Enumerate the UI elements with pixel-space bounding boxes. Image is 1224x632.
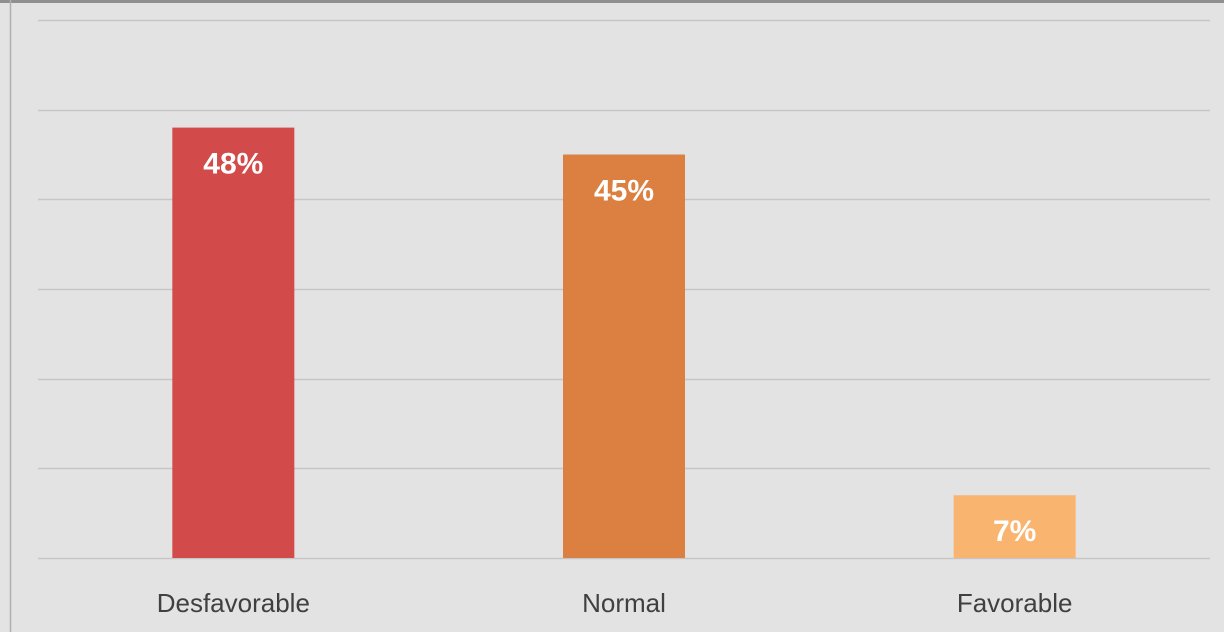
bar-normal [563, 154, 685, 558]
category-label: Normal [582, 588, 666, 618]
data-label: 45% [594, 175, 654, 208]
bars [172, 127, 1076, 558]
category-label: Desfavorable [157, 588, 310, 618]
data-labels: 48% 45% 7% [203, 148, 1036, 549]
bar-favorable [953, 495, 1076, 558]
category-labels: Desfavorable Normal Favorable [157, 588, 1073, 618]
data-label: 7% [993, 515, 1036, 548]
bar-desfavorable [172, 127, 295, 558]
data-label: 48% [203, 148, 263, 181]
category-label: Favorable [957, 588, 1073, 618]
